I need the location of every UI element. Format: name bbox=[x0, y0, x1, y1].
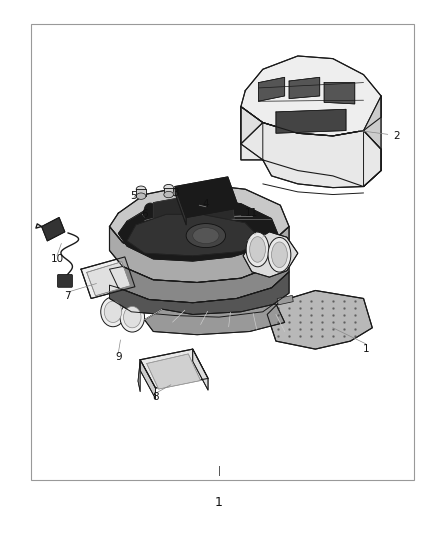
Polygon shape bbox=[110, 184, 289, 259]
Polygon shape bbox=[110, 251, 289, 303]
Text: 1: 1 bbox=[362, 344, 369, 354]
Polygon shape bbox=[364, 96, 381, 187]
Circle shape bbox=[144, 203, 156, 218]
Bar bbox=[277, 295, 293, 305]
Ellipse shape bbox=[195, 195, 203, 207]
Polygon shape bbox=[140, 360, 155, 399]
Ellipse shape bbox=[136, 186, 146, 192]
Ellipse shape bbox=[164, 184, 173, 191]
Text: 11: 11 bbox=[245, 208, 258, 218]
Polygon shape bbox=[193, 349, 208, 390]
Ellipse shape bbox=[246, 232, 269, 266]
Polygon shape bbox=[138, 360, 140, 392]
FancyBboxPatch shape bbox=[57, 274, 72, 287]
Polygon shape bbox=[118, 198, 278, 261]
Ellipse shape bbox=[186, 223, 226, 247]
Polygon shape bbox=[145, 304, 285, 335]
Circle shape bbox=[104, 301, 122, 322]
Polygon shape bbox=[136, 189, 146, 196]
Polygon shape bbox=[153, 195, 234, 227]
Text: 9: 9 bbox=[115, 352, 122, 362]
Polygon shape bbox=[110, 227, 289, 282]
Polygon shape bbox=[175, 177, 239, 217]
Text: 8: 8 bbox=[152, 392, 159, 402]
Polygon shape bbox=[127, 214, 263, 256]
Polygon shape bbox=[267, 290, 372, 349]
Polygon shape bbox=[164, 188, 173, 195]
Polygon shape bbox=[81, 257, 135, 298]
Polygon shape bbox=[258, 77, 285, 101]
Ellipse shape bbox=[250, 237, 265, 262]
Polygon shape bbox=[175, 187, 186, 225]
Polygon shape bbox=[42, 217, 65, 241]
Polygon shape bbox=[147, 354, 201, 389]
Ellipse shape bbox=[193, 228, 219, 244]
Polygon shape bbox=[241, 107, 263, 160]
Polygon shape bbox=[243, 232, 298, 277]
Text: 5: 5 bbox=[130, 191, 137, 200]
Polygon shape bbox=[276, 109, 346, 133]
Circle shape bbox=[101, 297, 125, 327]
Circle shape bbox=[120, 302, 145, 332]
Polygon shape bbox=[140, 349, 208, 388]
Circle shape bbox=[124, 306, 141, 328]
Polygon shape bbox=[241, 123, 381, 188]
Polygon shape bbox=[289, 77, 320, 99]
Polygon shape bbox=[110, 272, 289, 317]
Ellipse shape bbox=[272, 242, 287, 268]
Text: 6: 6 bbox=[141, 209, 148, 219]
Text: 4: 4 bbox=[202, 199, 209, 208]
Text: 7: 7 bbox=[64, 291, 71, 301]
Text: 2: 2 bbox=[393, 131, 400, 141]
Text: 3: 3 bbox=[172, 188, 179, 198]
Polygon shape bbox=[241, 107, 381, 187]
Polygon shape bbox=[87, 262, 131, 296]
Ellipse shape bbox=[164, 191, 173, 198]
Ellipse shape bbox=[268, 238, 291, 272]
Bar bbox=[31, 24, 414, 480]
Polygon shape bbox=[324, 83, 355, 104]
Text: 10: 10 bbox=[50, 254, 64, 263]
Ellipse shape bbox=[136, 193, 146, 199]
Text: 1: 1 bbox=[215, 496, 223, 509]
Polygon shape bbox=[241, 56, 381, 136]
